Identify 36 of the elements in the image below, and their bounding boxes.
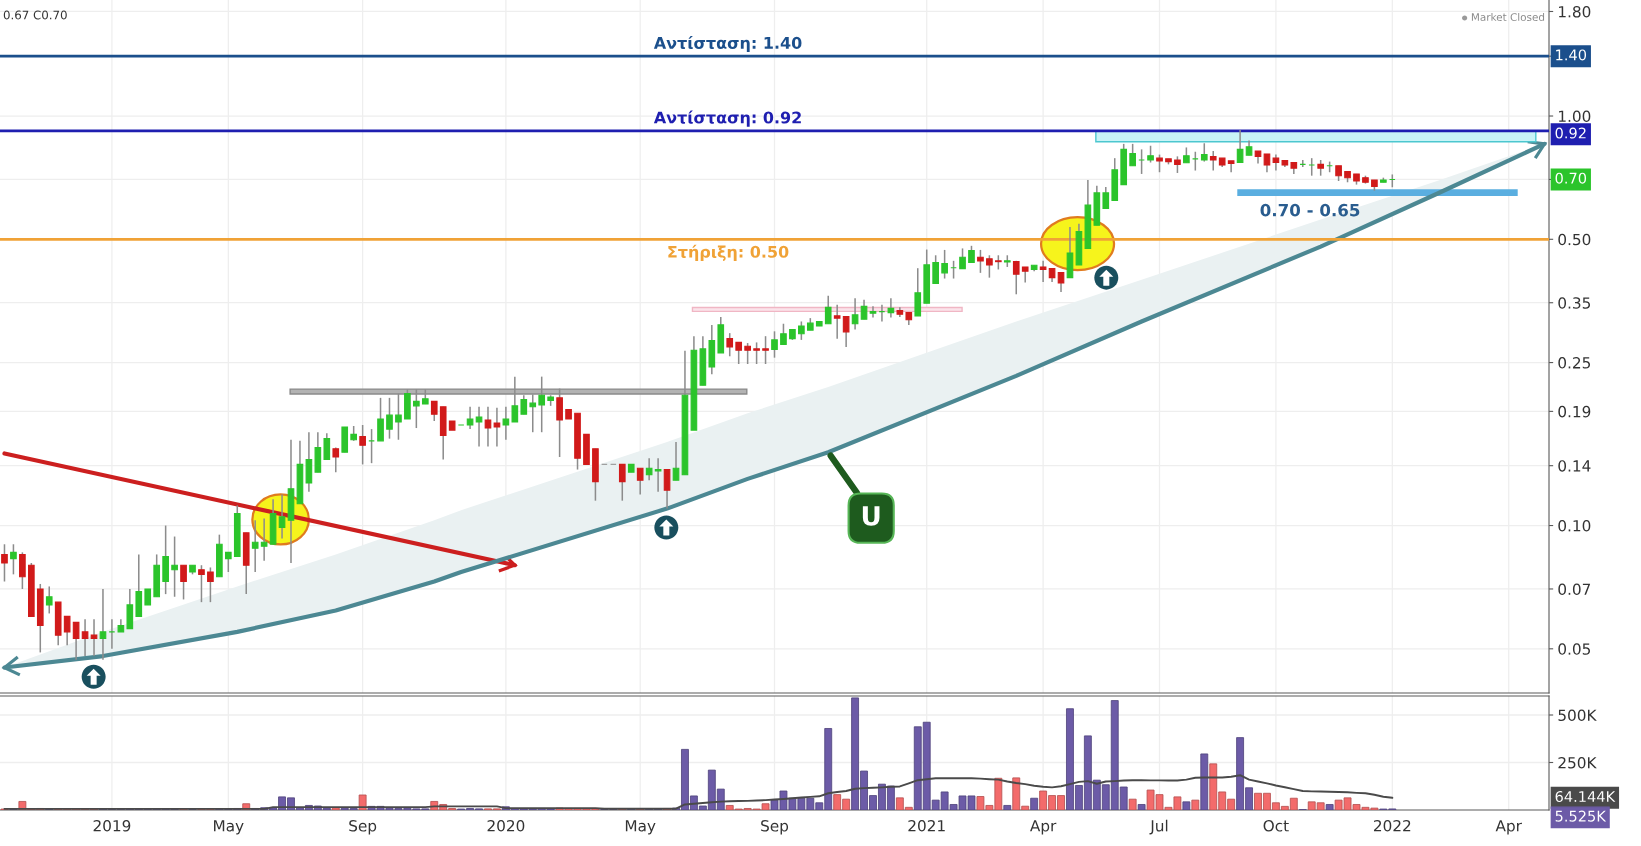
text: 0.70 <box>1555 172 1587 184</box>
x-tick-label: Apr <box>1030 820 1057 835</box>
y-tick-label: 0.25 <box>1558 357 1591 369</box>
ref-line-label: Αντίσταση: 0.92 <box>653 110 801 127</box>
x-tick-label: Sep <box>349 819 377 835</box>
x-tick-label: Jul <box>1149 819 1168 835</box>
ref-line-label: Στήριξη: 0.50 <box>668 244 789 261</box>
annotation: 0.67 C0.70 <box>3 10 67 20</box>
y-tick-label: 0.35 <box>1558 297 1591 309</box>
x-tick-label: 2022 <box>1373 819 1411 832</box>
text: 64.144K <box>1555 791 1616 803</box>
annotation: Market Closed <box>1471 12 1545 22</box>
x-tick-label: 2021 <box>908 819 945 832</box>
text: 0.92 <box>1555 127 1586 139</box>
y-tick-label: 250K <box>1558 756 1597 769</box>
text: 5.525K <box>1555 810 1607 822</box>
x-tick-label: Apr <box>1495 820 1522 835</box>
y-tick-label: 0.14 <box>1558 460 1591 472</box>
x-tick-label: Oct <box>1263 819 1289 832</box>
y-tick-label: 500K <box>1558 709 1597 722</box>
y-tick-label: 1.00 <box>1559 110 1591 123</box>
ref-line-label: Αντίσταση: 1.40 <box>653 35 802 53</box>
x-tick-label: Sep <box>761 819 789 835</box>
x-tick-label: 2019 <box>93 819 131 832</box>
y-tick-label: 0.19 <box>1558 405 1591 418</box>
x-tick-label: May <box>214 820 244 835</box>
y-tick-label: 0.07 <box>1558 583 1591 595</box>
y-tick-label: 0.50 <box>1558 233 1591 246</box>
y-tick-label: 1.80 <box>1559 5 1591 18</box>
x-tick-label: May <box>625 820 656 835</box>
y-tick-label: 0.05 <box>1558 643 1591 655</box>
text: 1.40 <box>1556 49 1587 61</box>
y-tick-label: 0.10 <box>1558 520 1591 532</box>
annotation: 0.70 - 0.65 <box>1260 203 1360 217</box>
annotation: U <box>862 506 880 526</box>
x-tick-label: 2020 <box>487 819 525 832</box>
